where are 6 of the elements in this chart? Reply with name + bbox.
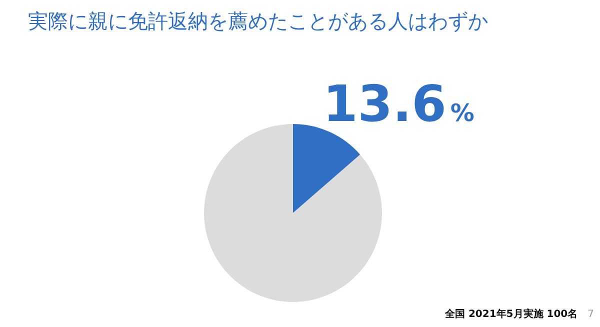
data-label: 13.6% [323,75,474,133]
pie-slice [293,124,360,213]
pie-slice [204,124,382,302]
chart-title: 実際に親に免許返納を薦めたことがある人はわずか [28,8,488,35]
text: 全国 2021年5月実施 100名 [444,307,578,321]
text: 7 [588,309,594,320]
